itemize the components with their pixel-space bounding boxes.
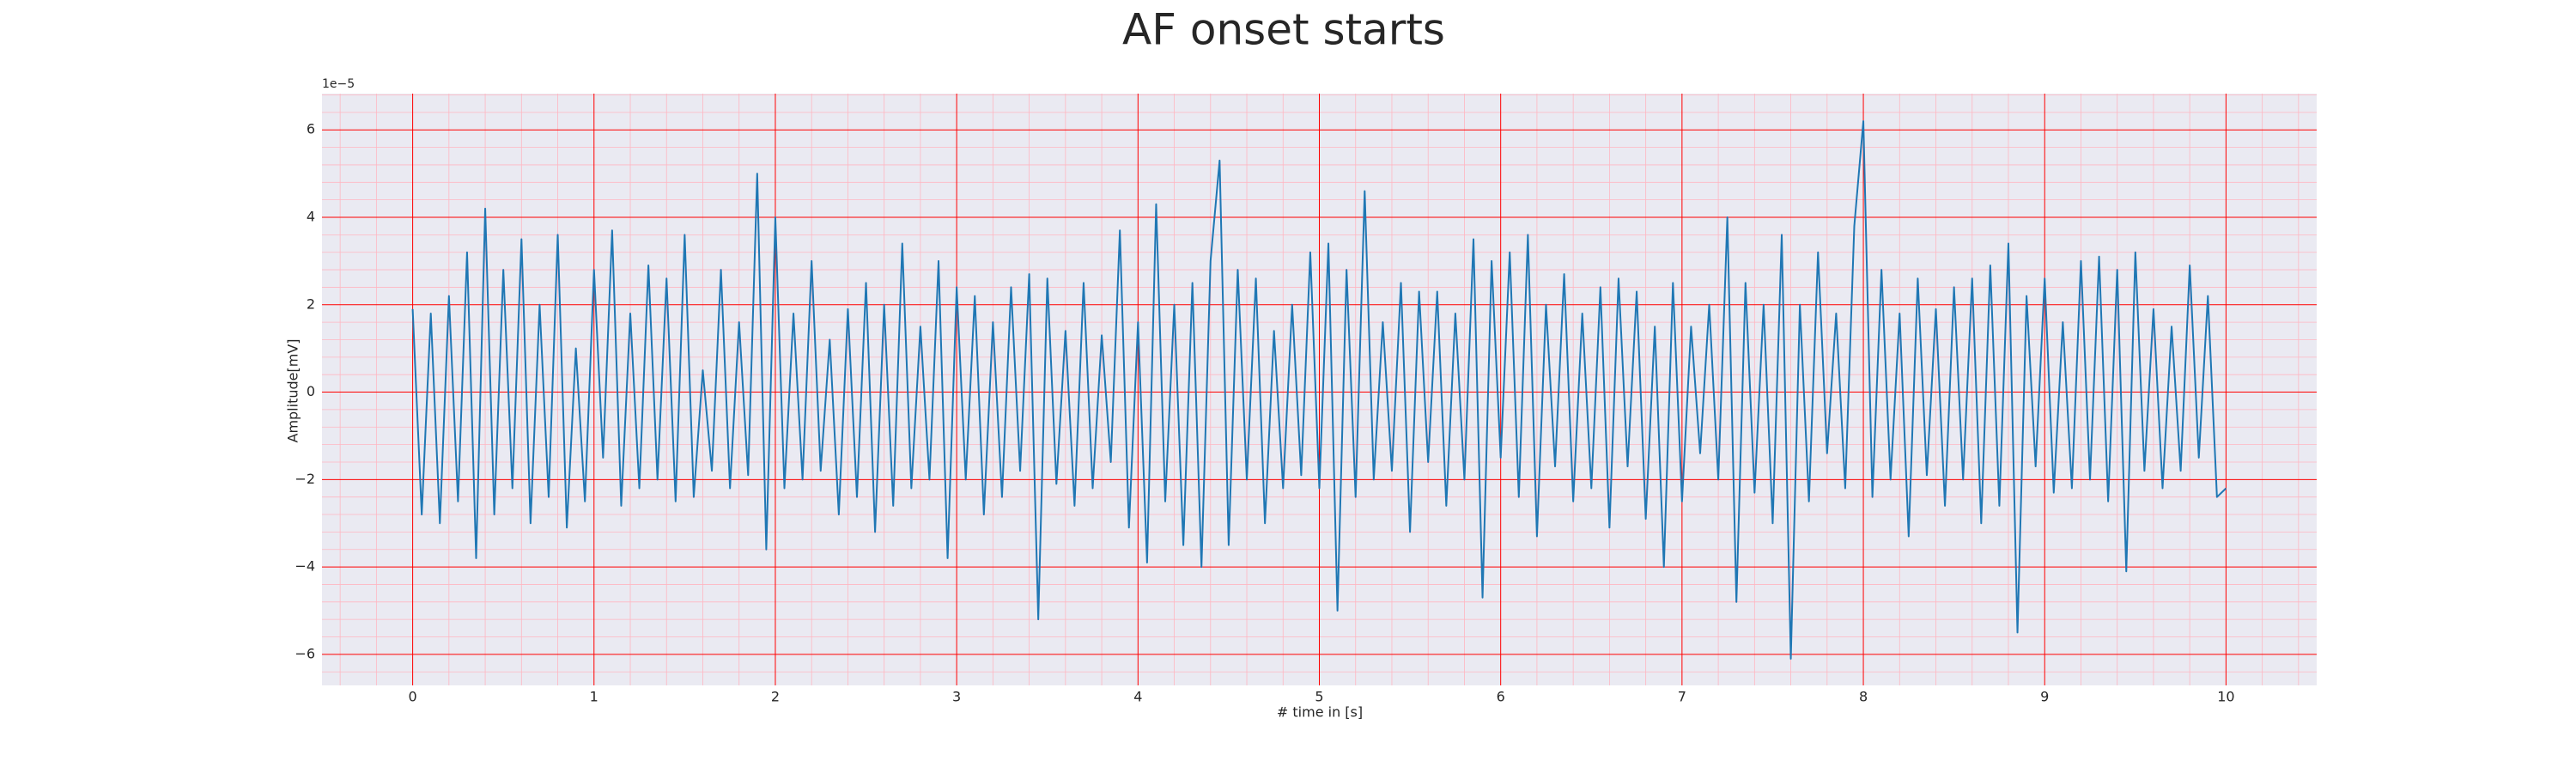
chart-title: AF onset starts bbox=[1122, 5, 1445, 55]
x-tick-label: 10 bbox=[2217, 689, 2234, 705]
x-tick-label: 9 bbox=[2040, 689, 2049, 705]
y-tick-label: 0 bbox=[307, 383, 315, 399]
x-tick-label: 5 bbox=[1315, 689, 1323, 705]
x-tick-label: 4 bbox=[1133, 689, 1142, 705]
y-tick-label: 6 bbox=[307, 121, 315, 137]
x-tick-label: 8 bbox=[1859, 689, 1868, 705]
y-tick-label: 4 bbox=[307, 209, 315, 225]
y-tick-label: −4 bbox=[295, 558, 315, 575]
x-tick-label: 2 bbox=[771, 689, 780, 705]
y-tick-label: 2 bbox=[307, 295, 315, 312]
x-tick-label: 0 bbox=[408, 689, 416, 705]
x-tick-label: 1 bbox=[590, 689, 598, 705]
y-tick-label: −2 bbox=[295, 471, 315, 487]
x-axis-label: # time in [s] bbox=[1277, 704, 1363, 721]
x-tick-label: 6 bbox=[1497, 689, 1505, 705]
x-tick-label: 3 bbox=[952, 689, 961, 705]
x-tick-label: 7 bbox=[1678, 689, 1686, 705]
offset-label: 1e−5 bbox=[322, 77, 355, 91]
y-axis-label: Amplitude[mV] bbox=[285, 338, 301, 442]
y-tick-label: −6 bbox=[295, 645, 315, 661]
signal-line bbox=[411, 120, 2227, 660]
